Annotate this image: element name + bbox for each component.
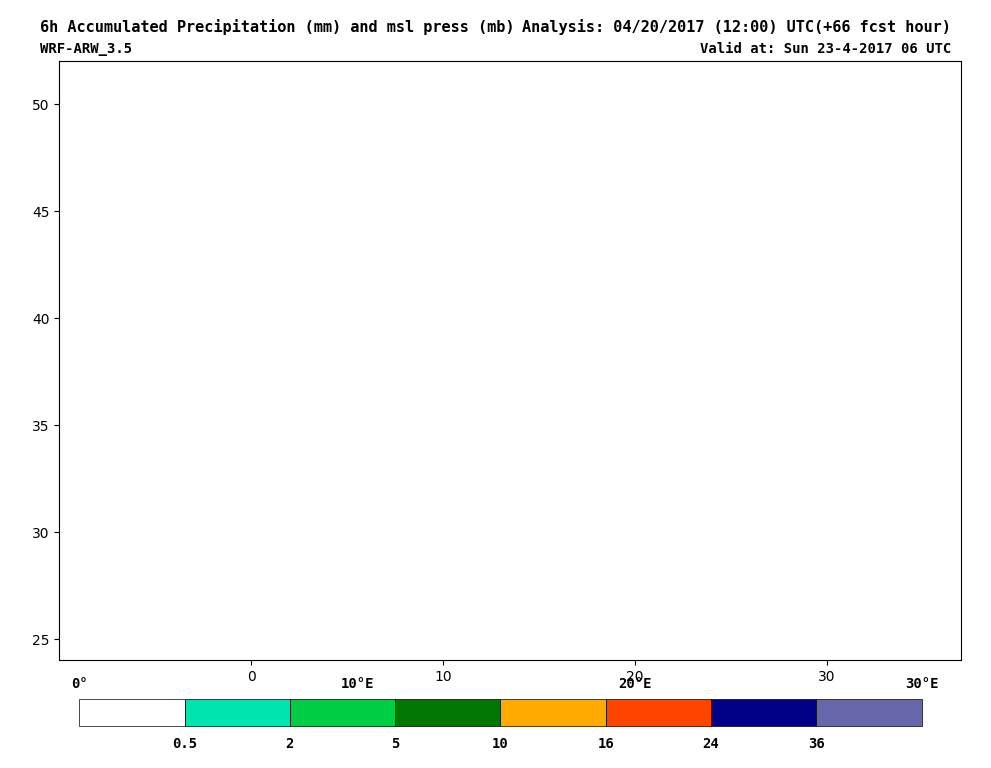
Bar [817,699,922,727]
Text: 10°E: 10°E [341,677,374,691]
Bar [289,699,395,727]
Text: Valid at: Sun 23-4-2017 06 UTC: Valid at: Sun 23-4-2017 06 UTC [700,42,951,56]
Bar [184,699,289,727]
Text: 36: 36 [808,737,825,751]
Text: 2: 2 [285,737,294,751]
Text: 10: 10 [493,737,508,751]
Bar [711,699,817,727]
Text: Analysis: 04/20/2017 (12:00) UTC(+66 fcst hour): Analysis: 04/20/2017 (12:00) UTC(+66 fcs… [522,19,951,35]
Text: 6h Accumulated Precipitation (mm) and msl press (mb): 6h Accumulated Precipitation (mm) and ms… [40,19,514,35]
Text: 5: 5 [391,737,399,751]
Bar [606,699,712,727]
Bar [500,699,606,727]
Bar [395,699,500,727]
Text: 20°E: 20°E [618,677,652,691]
Text: WRF-ARW_3.5: WRF-ARW_3.5 [40,42,132,56]
Text: 0°: 0° [71,677,87,691]
Text: 16: 16 [598,737,614,751]
Bar [79,699,184,727]
Text: 30°E: 30°E [905,677,938,691]
Text: 24: 24 [703,737,719,751]
Text: 0.5: 0.5 [172,737,197,751]
